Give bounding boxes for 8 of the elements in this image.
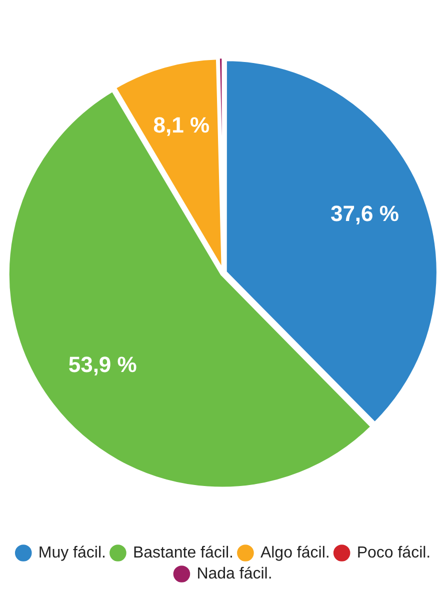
legend-label: Muy fácil. — [38, 544, 106, 562]
legend-label: Bastante fácil. — [132, 544, 234, 562]
data-label: 37,6 % — [330, 201, 399, 226]
data-label: 53,9 % — [68, 352, 137, 378]
data-label: 8,1 % — [153, 112, 210, 138]
legend-label: Poco fácil. — [356, 544, 431, 562]
legend-label: Algo fácil. — [260, 544, 330, 562]
legend-label: Nada fácil. — [196, 565, 272, 582]
